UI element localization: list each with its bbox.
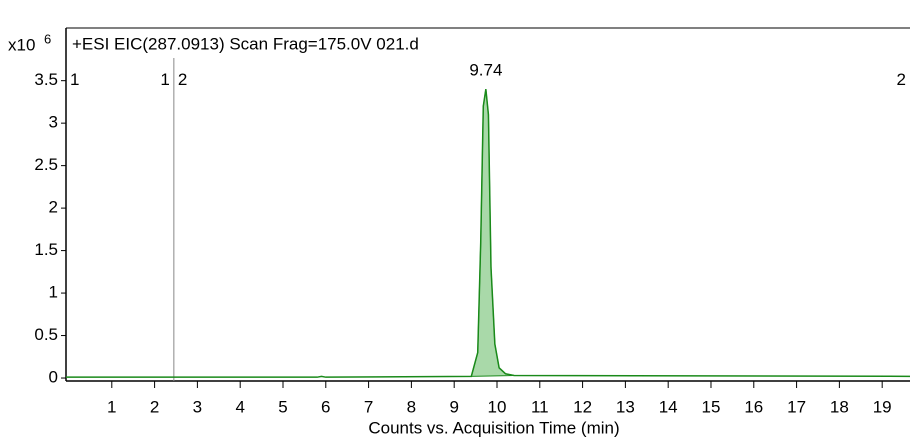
y-tick-label: 1.5 [34,240,58,259]
x-tick-label: 4 [235,397,244,416]
y-tick-label: 2.5 [34,155,58,174]
y-multiplier: x10 [8,35,35,54]
x-tick-label: 16 [744,397,763,416]
y-tick-label: 0.5 [34,325,58,344]
x-tick-label: 13 [616,397,635,416]
x-tick-label: 15 [702,397,721,416]
segment-label: 2 [897,70,906,89]
segment-label: 2 [178,70,187,89]
x-axis-label: Counts vs. Acquisition Time (min) [368,418,619,437]
x-tick-label: 7 [364,397,373,416]
y-tick-label: 3.5 [34,70,58,89]
x-tick-label: 3 [193,397,202,416]
segment-label: 1 [70,70,79,89]
segment-label: 1 [160,70,169,89]
x-tick-label: 8 [407,397,416,416]
x-tick-label: 1 [107,397,116,416]
x-tick-label: 2 [150,397,159,416]
x-tick-label: 11 [531,397,549,416]
chart-title: +ESI EIC(287.0913) Scan Frag=175.0V 021.… [72,34,419,53]
line [66,89,910,378]
x-tick-label: 9 [449,397,458,416]
y-tick-label: 0 [49,368,58,387]
x-tick-label: 12 [573,397,592,416]
y-tick-label: 1 [49,283,58,302]
x-tick-label: 18 [830,397,849,416]
peak-label: 9.74 [469,61,502,80]
x-tick-label: 6 [321,397,330,416]
x-tick-label: 5 [278,397,287,416]
y-tick-label: 3 [49,113,58,132]
x-tick-label: 14 [659,397,678,416]
y-tick-label: 2 [49,198,58,217]
x-tick-label: 10 [488,397,507,416]
x-tick-label: 17 [787,397,806,416]
y-exponent: 6 [44,31,51,46]
x-tick-label: 19 [873,397,892,416]
